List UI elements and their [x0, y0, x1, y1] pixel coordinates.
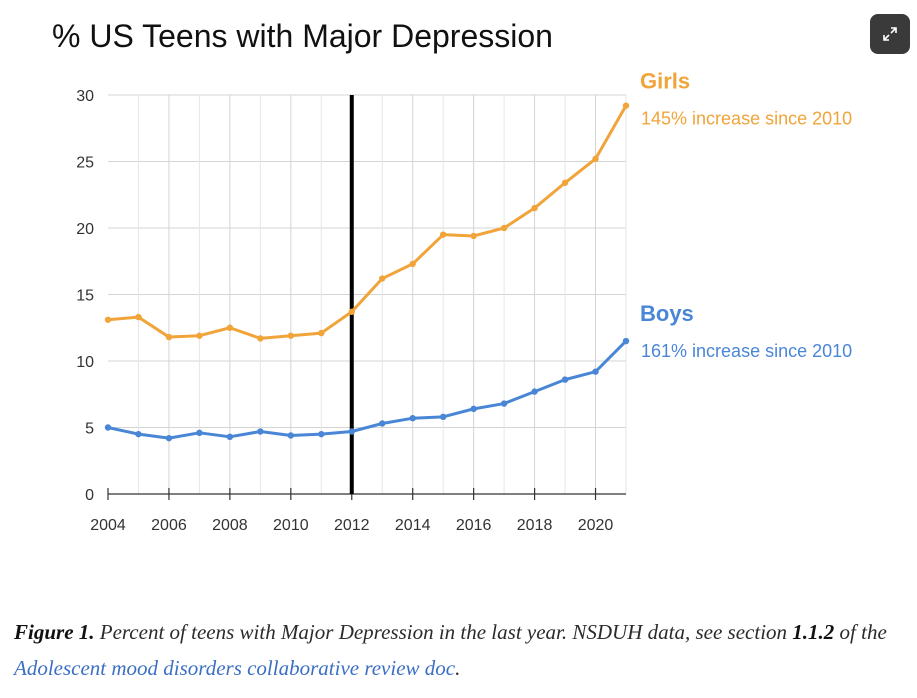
y-tick-label: 20: [76, 221, 94, 238]
annotation-title-girls: Girls: [640, 69, 690, 94]
annotation-text-boys: 161% increase since 2010: [641, 341, 852, 361]
annotation-title-boys: Boys: [640, 301, 694, 326]
y-tick-label: 0: [85, 487, 94, 504]
data-point-boys: [257, 428, 264, 435]
series-line-girls: [107, 104, 628, 340]
annotation-text-girls: 145% increase since 2010: [641, 109, 852, 129]
data-point-boys: [561, 376, 569, 383]
data-point-girls: [592, 155, 599, 163]
data-point-girls: [470, 232, 477, 240]
y-tick-label: 30: [76, 88, 94, 105]
data-point-girls: [318, 329, 325, 337]
x-tick-label: 2014: [395, 517, 431, 534]
data-point-girls: [135, 313, 142, 321]
data-point-girls: [196, 332, 203, 339]
expand-arrows-icon: [883, 27, 897, 41]
data-point-boys: [226, 433, 234, 441]
data-point-boys: [318, 430, 325, 438]
x-tick-label: 2016: [456, 517, 492, 534]
data-point-girls: [287, 332, 295, 339]
data-point-boys: [287, 432, 295, 439]
caption-text-1: Percent of teens with Major Depression i…: [94, 620, 793, 644]
y-tick-label: 5: [85, 421, 94, 438]
x-tick-label: 2012: [334, 517, 370, 534]
caption-section: 1.1.2: [792, 620, 835, 644]
data-point-boys: [470, 405, 477, 413]
data-point-boys: [196, 429, 203, 437]
data-point-girls: [104, 316, 112, 323]
line-chart: 0 5 10 15 20 25 30 2004 2006 2008 2010 2012 2014 2016…: [76, 69, 852, 534]
data-point-girls: [439, 231, 447, 238]
y-tick-label: 25: [76, 155, 94, 172]
data-point-boys: [531, 388, 538, 395]
x-tick-label: 2008: [212, 517, 248, 534]
chart-title: % US Teens with Major Depression: [52, 18, 553, 54]
data-point-girls: [348, 308, 355, 315]
figure-label: Figure 1.: [14, 620, 95, 644]
data-point-boys: [622, 337, 630, 345]
data-point-boys: [379, 420, 386, 427]
data-point-boys: [165, 434, 173, 442]
data-point-girls: [165, 333, 173, 341]
review-doc-link[interactable]: Adolescent mood disorders collaborative …: [14, 656, 456, 680]
data-point-girls: [531, 204, 538, 212]
y-tick-label: 10: [76, 354, 94, 371]
x-tick-label: 2004: [90, 517, 126, 534]
data-point-boys: [104, 424, 112, 431]
data-point-boys: [500, 400, 508, 407]
data-point-boys: [409, 414, 416, 422]
x-tick-label: 2020: [578, 517, 614, 534]
data-point-girls: [500, 224, 508, 232]
x-tick-label: 2010: [273, 517, 309, 534]
data-point-girls: [409, 260, 416, 268]
data-point-girls: [622, 102, 630, 109]
series-line-boys: [107, 339, 628, 440]
data-point-girls: [226, 324, 234, 331]
data-point-boys: [592, 368, 599, 375]
data-point-girls: [379, 275, 386, 282]
y-tick-label: 15: [76, 288, 94, 305]
data-point-boys: [135, 430, 142, 438]
figure-caption: Figure 1. Percent of teens with Major De…: [14, 614, 909, 686]
expand-button[interactable]: [870, 14, 910, 54]
x-tick-label: 2006: [151, 517, 187, 534]
data-point-boys: [348, 428, 355, 435]
x-tick-label: 2018: [517, 517, 553, 534]
caption-text-2: of the: [834, 620, 887, 644]
data-point-girls: [561, 179, 569, 186]
caption-text-3: .: [455, 656, 461, 680]
data-point-girls: [257, 335, 264, 342]
data-point-boys: [439, 413, 447, 421]
